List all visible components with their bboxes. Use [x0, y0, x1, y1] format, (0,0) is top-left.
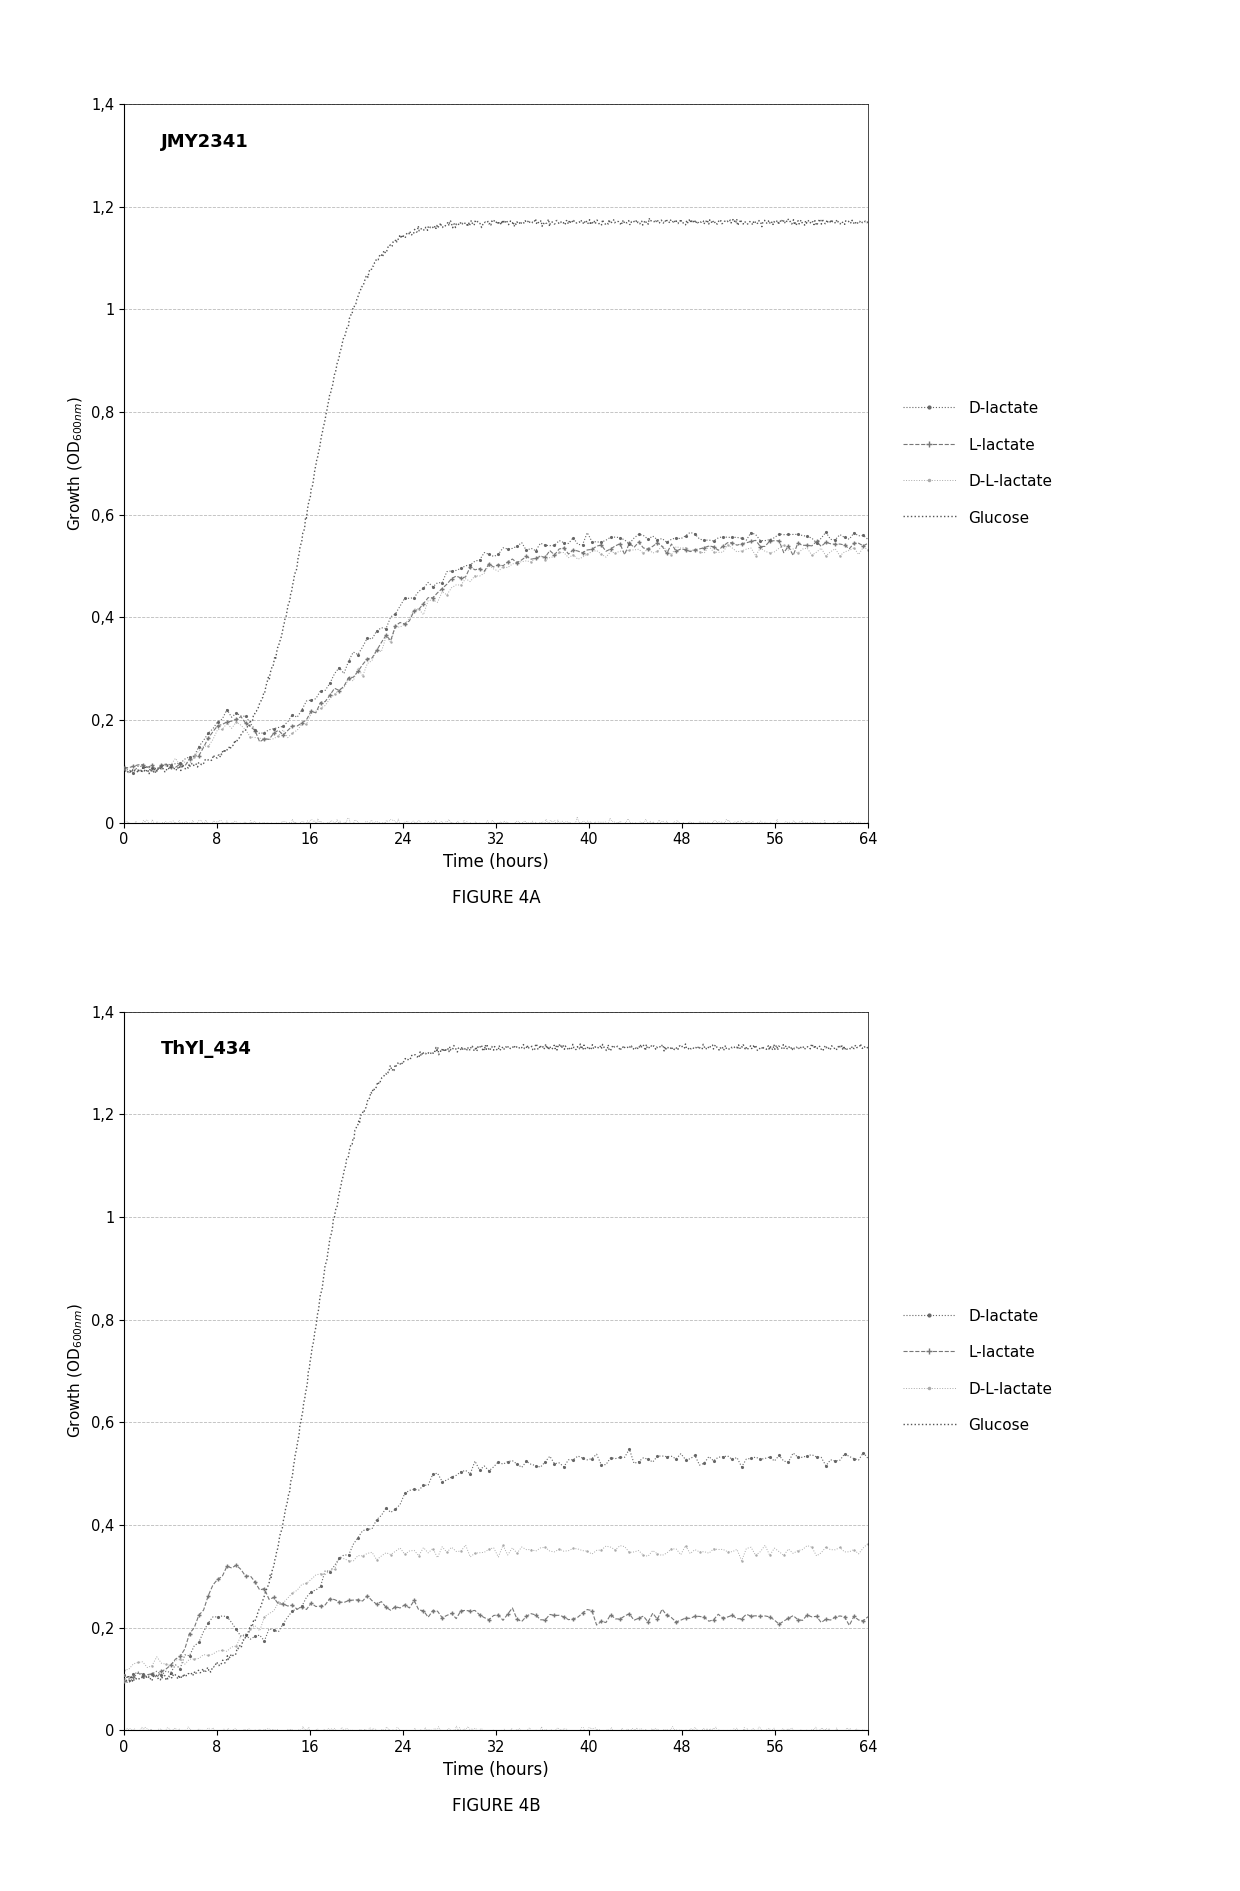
Y-axis label: Growth (OD$_{600nm}$): Growth (OD$_{600nm}$)	[67, 395, 86, 531]
Text: ThYl_434: ThYl_434	[161, 1040, 252, 1059]
X-axis label: Time (hours): Time (hours)	[443, 853, 549, 872]
Legend: D-lactate, L-lactate, D-L-lactate, Glucose: D-lactate, L-lactate, D-L-lactate, Gluco…	[898, 397, 1056, 529]
X-axis label: Time (hours): Time (hours)	[443, 1761, 549, 1779]
Text: JMY2341: JMY2341	[161, 132, 249, 151]
Text: FIGURE 4A: FIGURE 4A	[451, 889, 541, 908]
Legend: D-lactate, L-lactate, D-L-lactate, Glucose: D-lactate, L-lactate, D-L-lactate, Gluco…	[898, 1305, 1056, 1437]
Text: FIGURE 4B: FIGURE 4B	[451, 1796, 541, 1815]
Y-axis label: Growth (OD$_{600nm}$): Growth (OD$_{600nm}$)	[67, 1303, 86, 1439]
